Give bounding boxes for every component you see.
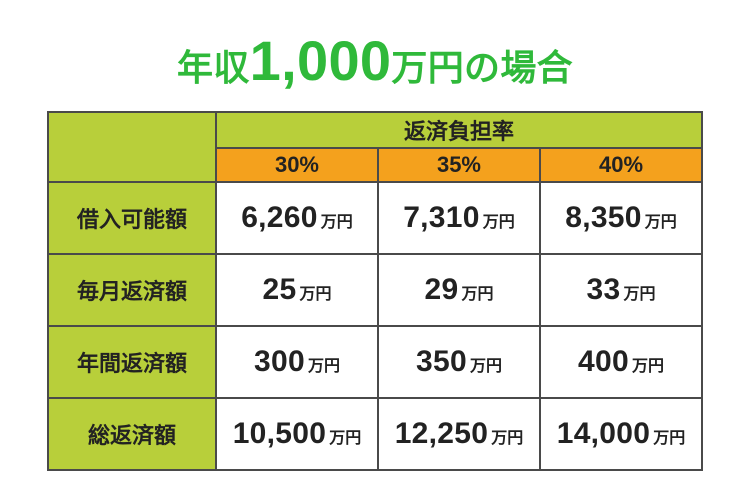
cell-1-1: 29万円 [378,254,540,326]
cell-0-0: 6,260万円 [216,182,378,254]
cell-1-2: 33万円 [540,254,702,326]
title-big: 1,000 [250,29,392,92]
table-row: 毎月返済額 25万円 29万円 33万円 [48,254,702,326]
col-header-0: 30% [216,148,378,182]
cell-3-1: 12,250万円 [378,398,540,470]
row-label-3: 総返済額 [48,398,216,470]
cell-2-1: 350万円 [378,326,540,398]
col-header-2: 40% [540,148,702,182]
loan-table: 返済負担率 30% 35% 40% 借入可能額 6,260万円 7,310万円 … [47,111,703,471]
table-row: 年間返済額 300万円 350万円 400万円 [48,326,702,398]
cell-2-0: 300万円 [216,326,378,398]
col-header-1: 35% [378,148,540,182]
cell-2-2: 400万円 [540,326,702,398]
row-label-2: 年間返済額 [48,326,216,398]
table-row: 総返済額 10,500万円 12,250万円 14,000万円 [48,398,702,470]
cell-0-1: 7,310万円 [378,182,540,254]
group-header: 返済負担率 [216,112,702,148]
cell-0-2: 8,350万円 [540,182,702,254]
header-corner [48,112,216,182]
header-row-1: 返済負担率 [48,112,702,148]
page-title: 年収1,000万円の場合 [177,28,573,93]
title-pre: 年収 [177,47,250,88]
row-label-1: 毎月返済額 [48,254,216,326]
table-row: 借入可能額 6,260万円 7,310万円 8,350万円 [48,182,702,254]
cell-3-2: 14,000万円 [540,398,702,470]
cell-3-0: 10,500万円 [216,398,378,470]
cell-1-0: 25万円 [216,254,378,326]
row-label-0: 借入可能額 [48,182,216,254]
title-post: 万円の場合 [391,47,573,88]
